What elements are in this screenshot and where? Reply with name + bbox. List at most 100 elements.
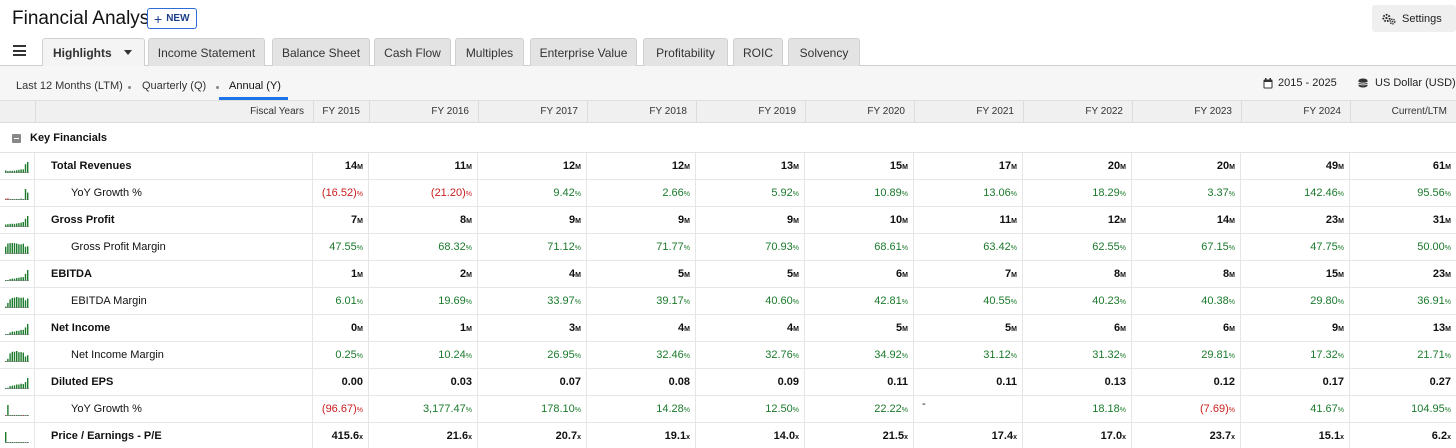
value-cell[interactable]: 40.38% [1132, 288, 1241, 315]
column-header[interactable]: FY 2023 [1132, 101, 1241, 123]
value-cell[interactable]: 95.56% [1350, 180, 1456, 207]
row-label[interactable]: YoY Growth % [71, 187, 142, 199]
value-cell[interactable]: 9M [478, 207, 587, 234]
value-cell[interactable]: 32.76% [696, 342, 805, 369]
value-cell[interactable]: 3,177.47% [369, 396, 478, 423]
value-cell[interactable]: 12.50% [696, 396, 805, 423]
sparkline-cell[interactable] [0, 261, 35, 288]
value-cell[interactable]: 1M [313, 261, 369, 288]
value-cell[interactable]: 40.60% [696, 288, 805, 315]
row-label[interactable]: Total Revenues [51, 160, 132, 172]
value-cell[interactable]: 7M [914, 261, 1023, 288]
row-label[interactable]: EBITDA Margin [71, 295, 147, 307]
value-cell[interactable]: (96.67)% [313, 396, 369, 423]
value-cell[interactable]: 14.28% [587, 396, 696, 423]
value-cell[interactable]: 8M [1132, 261, 1241, 288]
value-cell[interactable]: 71.12% [478, 234, 587, 261]
value-cell[interactable]: 0.11 [914, 369, 1023, 396]
tab-profitability[interactable]: Profitability [643, 38, 728, 66]
value-cell[interactable]: 2.66% [587, 180, 696, 207]
value-cell[interactable]: 6.2x [1350, 423, 1456, 448]
value-cell[interactable]: 6.01% [313, 288, 369, 315]
column-header[interactable]: FY 2021 [914, 101, 1023, 123]
period-quarterly[interactable]: Quarterly (Q) [142, 80, 207, 92]
value-cell[interactable]: 29.80% [1241, 288, 1350, 315]
value-cell[interactable]: 9M [1241, 315, 1350, 342]
sparkline-cell[interactable] [0, 369, 35, 396]
value-cell[interactable]: 11M [369, 153, 478, 180]
value-cell[interactable]: 13M [1350, 315, 1456, 342]
value-cell[interactable]: 71.77% [587, 234, 696, 261]
value-cell[interactable]: 31.12% [914, 342, 1023, 369]
tab-roic[interactable]: ROIC [733, 38, 783, 66]
value-cell[interactable]: 21.6x [369, 423, 478, 448]
value-cell[interactable]: 415.6x [313, 423, 369, 448]
new-button[interactable]: + NEW [147, 8, 197, 29]
minus-square-icon[interactable] [12, 134, 21, 143]
value-cell[interactable]: 0.27 [1350, 369, 1456, 396]
column-header[interactable]: FY 2019 [696, 101, 805, 123]
value-cell[interactable]: 23M [1350, 261, 1456, 288]
value-cell[interactable]: 49M [1241, 153, 1350, 180]
value-cell[interactable]: 0.09 [696, 369, 805, 396]
sparkline-cell[interactable] [0, 207, 35, 234]
value-cell[interactable]: 8M [1023, 261, 1132, 288]
tab-balance-sheet[interactable]: Balance Sheet [272, 38, 370, 66]
value-cell[interactable]: 63.42% [914, 234, 1023, 261]
value-cell[interactable]: 12M [1023, 207, 1132, 234]
column-header[interactable]: Current/LTM [1350, 101, 1456, 123]
value-cell[interactable]: 3M [478, 315, 587, 342]
sparkline-cell[interactable] [0, 234, 35, 261]
value-cell[interactable]: 14.0x [696, 423, 805, 448]
value-cell[interactable]: 17.0x [1023, 423, 1132, 448]
value-cell[interactable]: 33.97% [478, 288, 587, 315]
value-cell[interactable]: 9M [696, 207, 805, 234]
value-cell[interactable]: 142.46% [1241, 180, 1350, 207]
value-cell[interactable]: 47.55% [313, 234, 369, 261]
value-cell[interactable]: 6M [805, 261, 914, 288]
value-cell[interactable]: 18.29% [1023, 180, 1132, 207]
value-cell[interactable]: 19.69% [369, 288, 478, 315]
value-cell[interactable]: 5M [914, 315, 1023, 342]
column-header[interactable]: FY 2024 [1241, 101, 1350, 123]
column-header[interactable]: FY 2017 [478, 101, 587, 123]
value-cell[interactable]: 12M [478, 153, 587, 180]
value-cell[interactable]: 178.10% [478, 396, 587, 423]
sparkline-cell[interactable] [0, 396, 35, 423]
value-cell[interactable]: 15M [1241, 261, 1350, 288]
value-cell[interactable]: 9M [587, 207, 696, 234]
value-cell[interactable]: 20.7x [478, 423, 587, 448]
value-cell[interactable]: 62.55% [1023, 234, 1132, 261]
period-ltm[interactable]: Last 12 Months (LTM) [16, 80, 123, 92]
value-cell[interactable]: 39.17% [587, 288, 696, 315]
value-cell[interactable]: 68.61% [805, 234, 914, 261]
value-cell[interactable]: 13M [696, 153, 805, 180]
column-header[interactable]: FY 2022 [1023, 101, 1132, 123]
sparkline-cell[interactable] [0, 423, 35, 448]
value-cell[interactable]: 13.06% [914, 180, 1023, 207]
value-cell[interactable]: 17.32% [1241, 342, 1350, 369]
value-cell[interactable]: 0.03 [369, 369, 478, 396]
value-cell[interactable]: 0.00 [313, 369, 369, 396]
tab-enterprise-value[interactable]: Enterprise Value [530, 38, 637, 66]
tab-solvency[interactable]: Solvency [788, 38, 860, 66]
value-cell[interactable]: 21.5x [805, 423, 914, 448]
value-cell[interactable]: 47.75% [1241, 234, 1350, 261]
value-cell[interactable]: 32.46% [587, 342, 696, 369]
value-cell[interactable]: 29.81% [1132, 342, 1241, 369]
row-label[interactable]: Net Income Margin [71, 349, 164, 361]
value-cell[interactable]: 5M [805, 315, 914, 342]
row-label[interactable]: Gross Profit [51, 214, 115, 226]
value-cell[interactable]: 34.92% [805, 342, 914, 369]
value-cell[interactable]: 0.11 [805, 369, 914, 396]
section-key-financials[interactable]: Key Financials [0, 123, 1456, 153]
value-cell[interactable]: 5M [587, 261, 696, 288]
value-cell[interactable]: 0.17 [1241, 369, 1350, 396]
value-cell[interactable]: 50.00% [1350, 234, 1456, 261]
value-cell[interactable]: 3.37% [1132, 180, 1241, 207]
value-cell[interactable]: 0.12 [1132, 369, 1241, 396]
row-label[interactable]: Gross Profit Margin [71, 241, 166, 253]
settings-button[interactable]: Settings [1372, 5, 1456, 32]
value-cell[interactable]: 70.93% [696, 234, 805, 261]
value-cell[interactable]: 6M [1132, 315, 1241, 342]
